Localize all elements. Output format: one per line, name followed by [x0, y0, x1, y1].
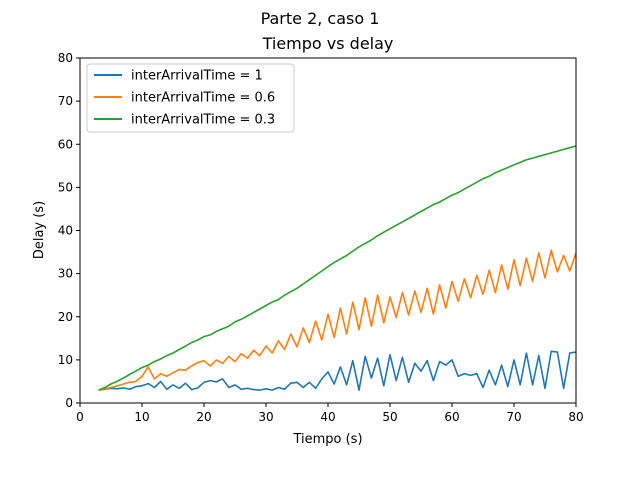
axis-ticks: 0 10 20 30 40 50 60 70 80 0 10 20 30 40 50 60 70 80: [58, 51, 584, 424]
x-tick-label: 50: [382, 410, 397, 424]
legend-label-2: interArrivalTime = 0.6: [131, 91, 275, 106]
y-tick-label: 30: [58, 267, 73, 281]
y-tick-label: 60: [58, 137, 73, 151]
y-tick-label: 50: [58, 180, 73, 194]
plot-lines: [98, 145, 577, 391]
x-tick-label: 70: [506, 410, 521, 424]
legend: interArrivalTime = 1 interArrivalTime = 0…: [86, 63, 295, 133]
legend-box: [86, 63, 295, 133]
chart-suptitle: Parte 2, caso 1: [261, 9, 380, 28]
y-tick-label: 20: [58, 310, 73, 324]
series-line-3: [98, 145, 577, 391]
series-line-1: [98, 350, 577, 391]
x-tick-label: 0: [76, 410, 84, 424]
y-tick-label: 80: [58, 51, 73, 65]
x-tick-label: 20: [196, 410, 211, 424]
y-tick-label: 40: [58, 224, 73, 238]
y-tick-label: 70: [58, 94, 73, 108]
x-axis-label: Tiempo (s): [292, 432, 362, 447]
y-axis-label: Delay (s): [32, 201, 47, 259]
x-tick-label: 30: [258, 410, 273, 424]
x-tick-label: 40: [320, 410, 335, 424]
legend-label-3: interArrivalTime = 0.3: [131, 113, 275, 128]
y-tick-label: 0: [65, 396, 73, 410]
legend-label-1: interArrivalTime = 1: [131, 69, 263, 84]
x-tick-label: 60: [444, 410, 459, 424]
x-tick-label: 10: [134, 410, 149, 424]
chart-title: Tiempo vs delay: [262, 34, 394, 53]
series-line-2: [98, 249, 577, 391]
plot-frame: [79, 57, 577, 404]
y-tick-label: 10: [58, 353, 73, 367]
x-tick-label: 80: [568, 410, 583, 424]
